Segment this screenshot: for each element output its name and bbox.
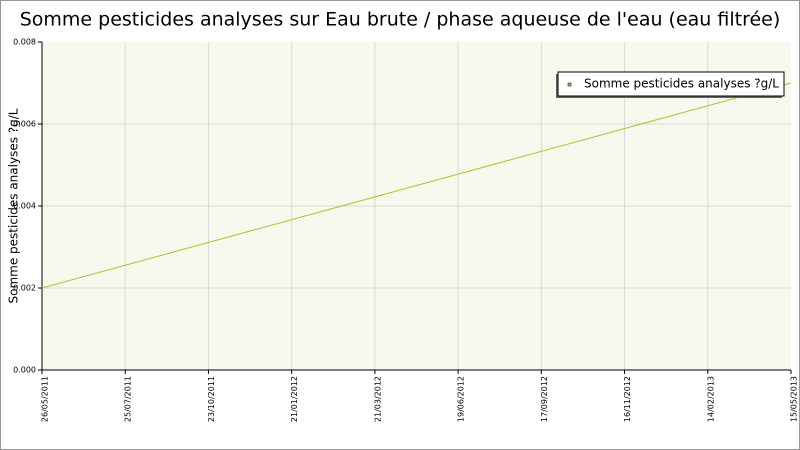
x-tick-label: 26/05/2011 bbox=[41, 376, 50, 422]
y-tick-label: 0.000 bbox=[13, 366, 36, 375]
y-tick-label: 0.004 bbox=[13, 202, 36, 211]
y-tick-label: 0.002 bbox=[13, 284, 36, 293]
y-tick-label: 0.008 bbox=[13, 38, 36, 47]
x-tick-label: 15/05/2013 bbox=[790, 376, 799, 422]
x-tick-label: 17/09/2012 bbox=[540, 376, 549, 422]
chart-title: Somme pesticides analyses sur Eau brute … bbox=[20, 9, 781, 31]
x-tick-label: 19/06/2012 bbox=[457, 376, 466, 422]
x-tick-label: 25/07/2011 bbox=[124, 376, 133, 422]
x-tick-label: 14/02/2013 bbox=[706, 376, 715, 422]
legend-marker bbox=[567, 82, 572, 87]
x-tick-label: 21/01/2012 bbox=[290, 376, 299, 422]
x-tick-label: 21/03/2012 bbox=[373, 376, 382, 422]
series-line bbox=[41, 82, 792, 289]
y-axis-label: Somme pesticides analyses ?g/L bbox=[7, 108, 21, 303]
x-tick-label: 16/11/2012 bbox=[623, 376, 632, 422]
legend-box bbox=[557, 71, 785, 97]
legend-label: Somme pesticides analyses ?g/L bbox=[584, 77, 779, 91]
y-tick-label: 0.006 bbox=[13, 120, 36, 129]
x-tick-label: 23/10/2011 bbox=[207, 376, 216, 422]
